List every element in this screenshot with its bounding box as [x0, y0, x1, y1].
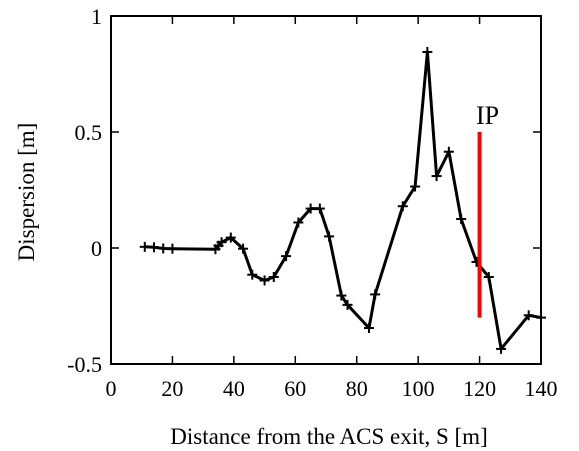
x-tick-label: 60 — [284, 376, 306, 401]
x-axis-title: Distance from the ACS exit, S [m] — [170, 424, 488, 449]
data-point-marker — [149, 242, 159, 253]
x-tick-label: 120 — [463, 376, 496, 401]
y-tick-label: 0.5 — [75, 120, 103, 145]
x-tick-label: 0 — [106, 376, 117, 401]
x-tick-label: 20 — [161, 376, 183, 401]
data-point-marker — [293, 217, 304, 228]
x-tick-label: 40 — [223, 376, 245, 401]
data-point-marker — [483, 272, 494, 282]
data-point-marker — [225, 232, 236, 243]
data-point-marker — [216, 237, 227, 248]
y-tick-label: 0 — [91, 236, 102, 261]
data-point-marker — [443, 146, 454, 157]
data-point-marker — [259, 275, 270, 286]
data-point-marker — [158, 243, 169, 254]
data-point-marker — [247, 269, 258, 280]
data-point-marker — [238, 243, 249, 254]
data-point-marker — [305, 203, 316, 214]
data-point-marker — [268, 272, 279, 282]
data-point-marker — [456, 214, 467, 224]
x-tick-label: 80 — [346, 376, 368, 401]
ticks-layer: 0 20 40 60 80 100 120 140-0.500.51 — [67, 4, 557, 401]
data-point-marker — [523, 310, 534, 321]
x-tick-label: 140 — [525, 376, 558, 401]
series-layer — [139, 46, 546, 354]
data-point-marker — [167, 243, 178, 254]
y-tick-label: 1 — [91, 4, 102, 29]
plot-frame — [110, 15, 542, 365]
annotation-layer: IP — [476, 101, 499, 318]
data-point-marker — [410, 181, 421, 192]
x-tick-label: 100 — [402, 376, 435, 401]
y-tick-label: -0.5 — [67, 352, 102, 377]
data-point-marker — [139, 241, 150, 252]
data-point-marker — [336, 290, 347, 301]
data-point-marker — [342, 299, 353, 310]
data-point-marker — [496, 343, 507, 354]
data-point-marker — [431, 171, 442, 182]
y-axis-title: Dispersion [m] — [14, 123, 39, 262]
data-point-marker — [314, 203, 325, 214]
data-point-marker — [281, 251, 292, 262]
ip-label: IP — [476, 101, 499, 130]
data-point-marker — [324, 231, 335, 242]
data-point-marker — [364, 323, 374, 334]
data-point-marker — [370, 289, 381, 300]
data-point-marker — [397, 201, 408, 212]
data-point-marker — [422, 46, 433, 57]
